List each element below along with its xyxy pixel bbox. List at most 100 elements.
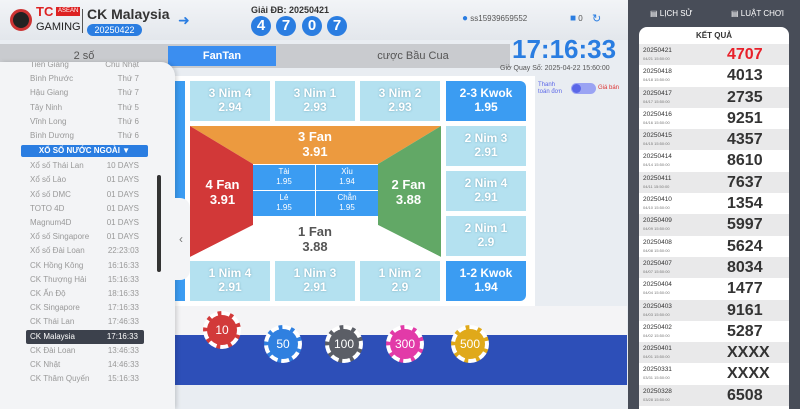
result-row[interactable]: 20250407 04/07 15:50:00 8034 <box>639 256 789 279</box>
sidebar-item[interactable]: Tiền Giang Chủ Nhật <box>30 62 145 72</box>
sidebar-item[interactable]: Xổ số Singapore 01 DAYS <box>30 230 145 244</box>
sidebar-item[interactable]: Xổ số Thái Lan 10 DAYS <box>30 159 145 173</box>
result-row[interactable]: 20250331 03/31 15:50:00 XXXX <box>639 363 789 384</box>
result-id: 20250415 <box>643 132 672 140</box>
result-id: 20250414 <box>643 153 672 161</box>
brand-asean: ASEAN <box>56 7 81 16</box>
document-icon: ▤ <box>650 9 658 18</box>
result-row[interactable]: 20250404 04/04 15:50:00 1477 <box>639 278 789 299</box>
chip-10[interactable]: 10 <box>203 311 241 349</box>
sidebar-item[interactable]: Xổ số Lào 01 DAYS <box>30 173 145 187</box>
bet-chan[interactable]: Chẵn 1.95 <box>316 191 378 216</box>
bet-1-nim-4[interactable]: 1 Nim 4 2.91 <box>190 261 270 301</box>
bet-3-nim-2[interactable]: 3 Nim 2 2.93 <box>360 81 440 121</box>
bet-2-nim-4[interactable]: 2 Nim 4 2.91 <box>446 171 526 211</box>
bet-2-nim-1[interactable]: 2 Nim 1 2.9 <box>446 216 526 256</box>
clock: 17:16:33 <box>512 34 617 64</box>
fan-4-area[interactable] <box>190 126 253 257</box>
price-toggle[interactable] <box>571 83 596 94</box>
bet-3-nim-1[interactable]: 3 Nim 1 2.93 <box>275 81 355 121</box>
result-number: 8610 <box>727 152 763 170</box>
sidebar-item[interactable]: CK Đài Loan 13:46:33 <box>30 344 145 358</box>
fan-2-area[interactable] <box>378 126 441 257</box>
bet-3-nim-4[interactable]: 3 Nim 4 2.94 <box>190 81 270 121</box>
result-ball: 4 <box>251 16 271 36</box>
result-row[interactable]: 20250415 04/15 15:50:00 4357 <box>639 129 789 151</box>
sidebar-section-header[interactable]: XỔ SỐ NƯỚC NGOÀI ▼ <box>21 145 148 158</box>
bet-1-nim-3[interactable]: 1 Nim 3 2.91 <box>275 261 355 301</box>
collapse-sidebar-button[interactable]: ‹ <box>172 198 190 280</box>
result-row[interactable]: 20250414 04/14 15:50:00 8610 <box>639 150 789 171</box>
sidebar-item[interactable]: Xổ số Đài Loan 22:23:03 <box>30 244 145 258</box>
exit-icon[interactable]: ➜ <box>178 12 190 28</box>
result-row[interactable]: 20250403 04/03 15:50:00 9161 <box>639 299 789 321</box>
result-row[interactable]: 20250416 04/16 15:50:00 9251 <box>639 108 789 129</box>
sidebar-item[interactable]: Xổ số DMC 01 DAYS <box>30 188 145 202</box>
tab-fantan[interactable]: FanTan <box>168 46 276 66</box>
result-row[interactable]: 20250411 04/11 15:50:00 7637 <box>639 171 789 194</box>
result-datetime: 04/15 15:50:00 <box>643 141 670 147</box>
result-row[interactable]: 20250417 04/17 15:50:00 2735 <box>639 86 789 108</box>
fan-1-area[interactable] <box>190 225 441 257</box>
sidebar-item[interactable]: CK Malaysia 17:16:33 <box>26 329 144 344</box>
history-label: LỊCH SỬ <box>659 9 693 18</box>
tab-2-so[interactable]: 2 số <box>73 50 95 62</box>
result-id: 20250408 <box>643 238 672 246</box>
sidebar-item[interactable]: CK Thái Lan 17:46:33 <box>30 315 145 329</box>
result-row[interactable]: 20250408 04/08 15:50:00 5624 <box>639 236 789 257</box>
bet-1-nim-2[interactable]: 1 Nim 2 2.9 <box>360 261 440 301</box>
sidebar-item[interactable]: Bình Dương Thứ 6 <box>30 129 145 143</box>
chip-300[interactable]: 300 <box>386 325 424 363</box>
bet-2-3-kwok[interactable]: 2-3 Kwok 1.95 <box>446 81 526 121</box>
result-datetime: 04/09 15:50:00 <box>643 226 670 232</box>
result-datetime: 04/16 15:50:00 <box>643 119 670 125</box>
bet-tai[interactable]: Tài 1.95 <box>253 165 315 190</box>
result-row[interactable]: 20250421 04/21 15:50:00 4707 <box>639 44 789 66</box>
bet-le[interactable]: Lẻ 1.95 <box>253 191 315 216</box>
sidebar-item[interactable]: Bình Phước Thứ 7 <box>30 72 145 86</box>
chip-50[interactable]: 50 <box>264 325 302 363</box>
bet-name: 2 Nim 1 <box>464 221 508 235</box>
result-row[interactable]: 20250410 04/10 15:50:00 1354 <box>639 193 789 214</box>
sidebar-item[interactable]: CK Hồng Kông 16:16:33 <box>30 259 145 273</box>
sidebar-item-name: Tiền Giang <box>30 62 69 69</box>
result-number: 1354 <box>727 195 763 213</box>
refresh-icon[interactable]: ↻ <box>592 13 602 25</box>
history-button[interactable]: ▤ LỊCH SỬ <box>650 9 692 18</box>
bet-2-nim-3[interactable]: 2 Nim 3 2.91 <box>446 126 526 166</box>
sidebar-item-time: 13:46:33 <box>107 345 139 355</box>
sidebar-item[interactable]: Vĩnh Long Thứ 6 <box>30 115 145 129</box>
rules-label: LUẬT CHƠI <box>740 9 784 18</box>
sidebar-item[interactable]: CK Nhật 14:46:33 <box>30 358 145 372</box>
bet-xiu[interactable]: Xỉu 1.94 <box>316 165 378 190</box>
result-datetime: 04/04 15:50:00 <box>643 290 670 296</box>
bet-name: 1 Nim 2 <box>378 266 422 280</box>
result-row[interactable]: 20250401 04/01 15:50:00 XXXX <box>639 342 789 364</box>
sidebar-item-name: CK Malaysia <box>30 331 75 341</box>
sidebar-item[interactable]: CK Thâm Quyến 15:16:33 <box>30 372 145 386</box>
chip-100[interactable]: 100 <box>325 325 363 363</box>
result-row[interactable]: 20250402 04/02 15:50:00 5287 <box>639 321 789 342</box>
tab-bau-cua[interactable]: cược Bầu Cua <box>377 50 449 62</box>
sidebar-item[interactable]: CK Thượng Hải 15:16:33 <box>30 273 145 287</box>
rules-button[interactable]: ▤ LUẬT CHƠI <box>731 9 784 18</box>
bet-1-2-kwok[interactable]: 1-2 Kwok 1.94 <box>446 261 526 301</box>
fan-3-label: 3 Fan 3.91 <box>265 129 365 159</box>
sidebar-item[interactable]: Tây Ninh Thứ 5 <box>30 101 145 115</box>
sidebar-item[interactable]: Magnum4D 01 DAYS <box>30 216 145 230</box>
sidebar-scrollbar[interactable] <box>157 175 161 272</box>
sidebar-item[interactable]: Hậu Giang Thứ 7 <box>30 86 145 100</box>
sidebar-item[interactable]: CK Ấn Độ 18:16:33 <box>30 287 145 301</box>
fan-3-area[interactable] <box>190 126 441 164</box>
sidebar-item[interactable]: CK Singapore 17:16:33 <box>30 301 145 315</box>
chip-500[interactable]: 500 <box>451 325 489 363</box>
sidebar-item[interactable]: TOTO 4D 01 DAYS <box>30 202 145 216</box>
result-datetime: 03/31 15:50:00 <box>643 375 670 381</box>
sidebar-item-time: 01 DAYS <box>106 218 139 227</box>
fan-1-label: 1 Fan 3.88 <box>265 224 365 254</box>
result-row[interactable]: 20250328 03/28 15:50:00 6508 <box>639 384 789 407</box>
sidebar-item-name: Xổ số Lào <box>30 175 67 185</box>
result-row[interactable]: 20250409 04/09 15:50:00 5997 <box>639 214 789 236</box>
result-number: XXXX <box>727 365 770 383</box>
result-row[interactable]: 20250418 04/18 15:50:00 4013 <box>639 65 789 86</box>
